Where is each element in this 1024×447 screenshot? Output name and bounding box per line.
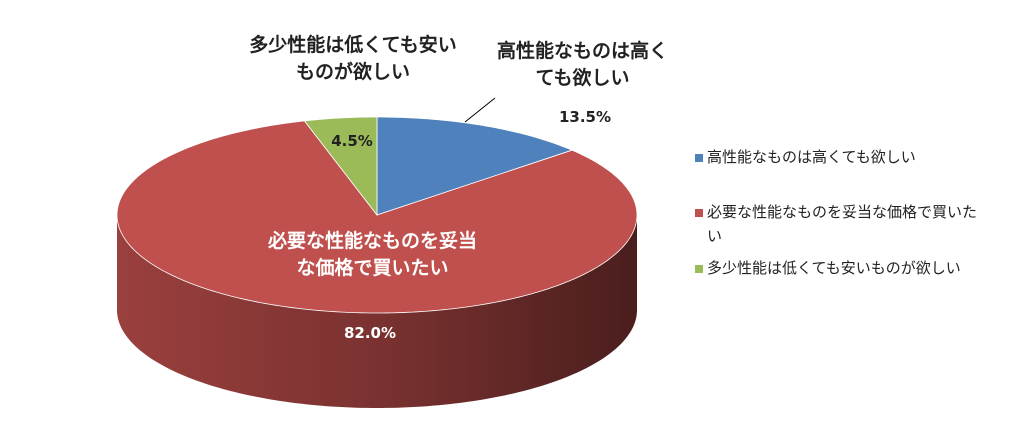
legend-swatch — [695, 154, 703, 162]
legend-swatch — [695, 209, 703, 217]
leader-line — [464, 97, 496, 123]
slice — [376, 116, 574, 216]
value-label: 82.0% — [343, 324, 397, 342]
legend-label: 多少性能は低くても安いものが欲しい — [707, 259, 961, 277]
slice — [303, 116, 378, 217]
value-label: 4.5% — [331, 132, 373, 150]
slice-side — [117, 215, 637, 408]
value-label: 13.5% — [558, 108, 612, 126]
slice — [116, 120, 638, 314]
data-label: 多少性能は低くても安いものが欲しい — [249, 34, 457, 83]
data-label: 必要な性能なものを妥当な価格で買いたい — [267, 230, 477, 279]
data-label: 高性能なものは高くても欲しい — [496, 40, 668, 89]
legend-item: 高性能なものは高くても欲しい — [695, 145, 985, 169]
legend-label: 高性能なものは高くても欲しい — [707, 148, 916, 166]
legend-item: 多少性能は低くても安いものが欲しい — [695, 256, 985, 280]
legend-label: 必要な性能なものを妥当な価格で買いたい — [707, 203, 978, 245]
legend-item: 必要な性能なものを妥当な価格で買いたい — [695, 200, 985, 248]
legend-swatch — [695, 265, 703, 273]
